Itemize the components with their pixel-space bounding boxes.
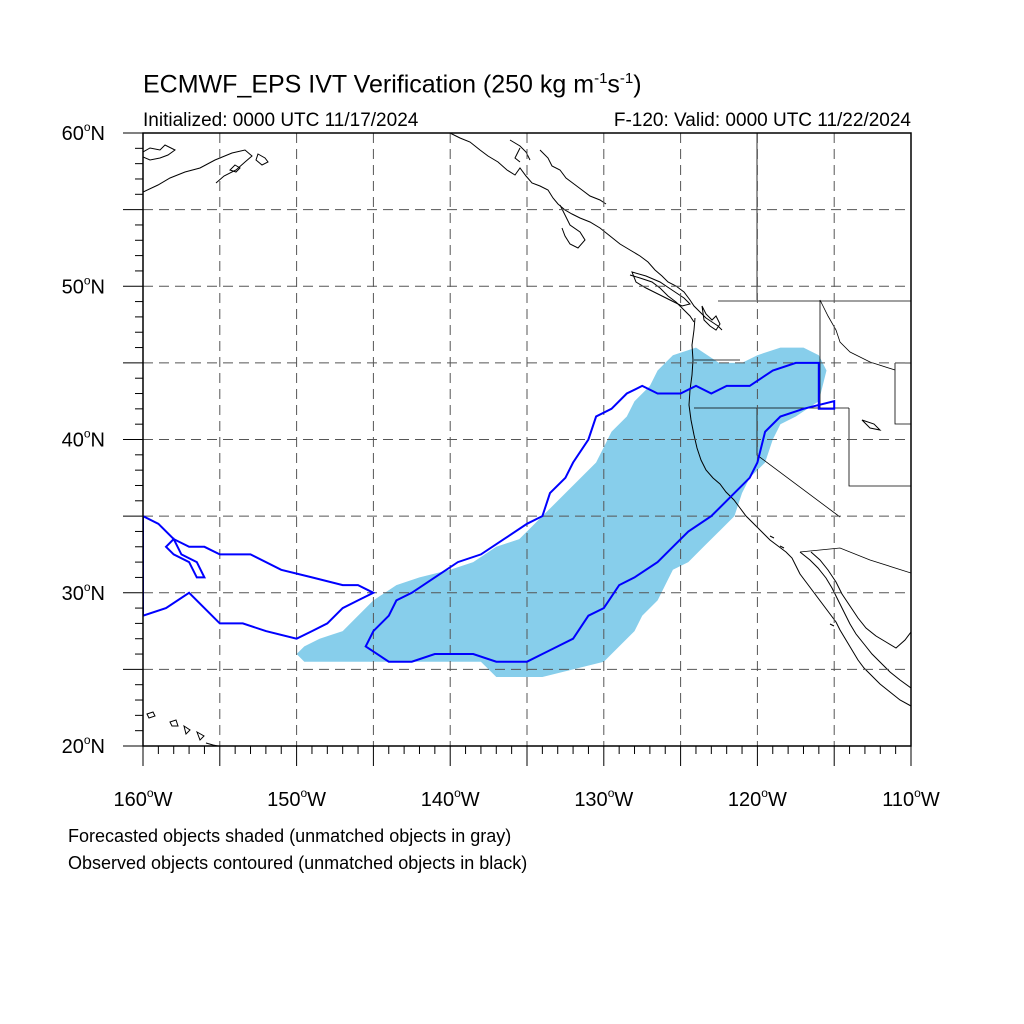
lon-tick-label: 150oW <box>267 786 326 811</box>
lat-tick-label: 40oN <box>62 427 105 452</box>
coastline-puget-sound <box>701 305 721 331</box>
observed-object-contour <box>364 361 836 663</box>
lon-tick-label: 130oW <box>574 786 633 811</box>
lat-tick-label: 30oN <box>62 580 105 605</box>
title-end: ) <box>633 70 642 99</box>
forecast-objects-layer <box>296 347 827 677</box>
legend-note-forecast: Forecasted objects shaded (unmatched obj… <box>68 826 512 846</box>
coastline-southeast-alaska-bc <box>449 133 723 331</box>
observed-object-contour <box>143 514 376 640</box>
coastline-hawaii <box>146 711 219 746</box>
title-mid: s <box>607 70 620 99</box>
legend-note-observed: Observed objects contoured (unmatched ob… <box>68 853 528 873</box>
lat-tick-label: 50oN <box>62 273 105 298</box>
coastline-us-west <box>688 317 911 707</box>
chart-title: ECMWF_EPS IVT Verification (250 kg m-1s-… <box>143 70 642 99</box>
coastline-islands <box>769 419 882 627</box>
observed-objects-layer <box>143 361 836 663</box>
coastline-alaska <box>143 144 269 193</box>
title-main: ECMWF_EPS IVT Verification (250 kg m <box>143 70 595 99</box>
tick-layer <box>123 132 912 766</box>
title-exp1: -1 <box>594 70 608 87</box>
axis-labels-layer: 60oN 50oN 40oN 30oN 20oN 160oW 150oW 140oW 130oW… <box>62 120 940 811</box>
lon-tick-label: 140oW <box>421 786 480 811</box>
forecast-object <box>296 347 827 677</box>
lon-tick-label: 120oW <box>728 786 787 811</box>
observed-object-contour <box>164 537 207 579</box>
lat-tick-label: 60oN <box>62 120 105 145</box>
plot-frame <box>142 132 912 747</box>
coastline-baja-gulf <box>799 551 911 689</box>
init-time-label: Initialized: 0000 UTC 11/17/2024 <box>143 110 419 131</box>
title-exp2: -1 <box>619 70 634 87</box>
grid-layer <box>143 133 911 746</box>
valid-time-label: F-120: Valid: 0000 UTC 11/22/2024 <box>613 110 911 131</box>
coastline-vancouver-island <box>631 271 691 307</box>
lon-tick-label: 160oW <box>114 786 173 811</box>
lat-tick-label: 20oN <box>62 733 105 758</box>
lon-tick-label: 110oW <box>882 786 940 811</box>
